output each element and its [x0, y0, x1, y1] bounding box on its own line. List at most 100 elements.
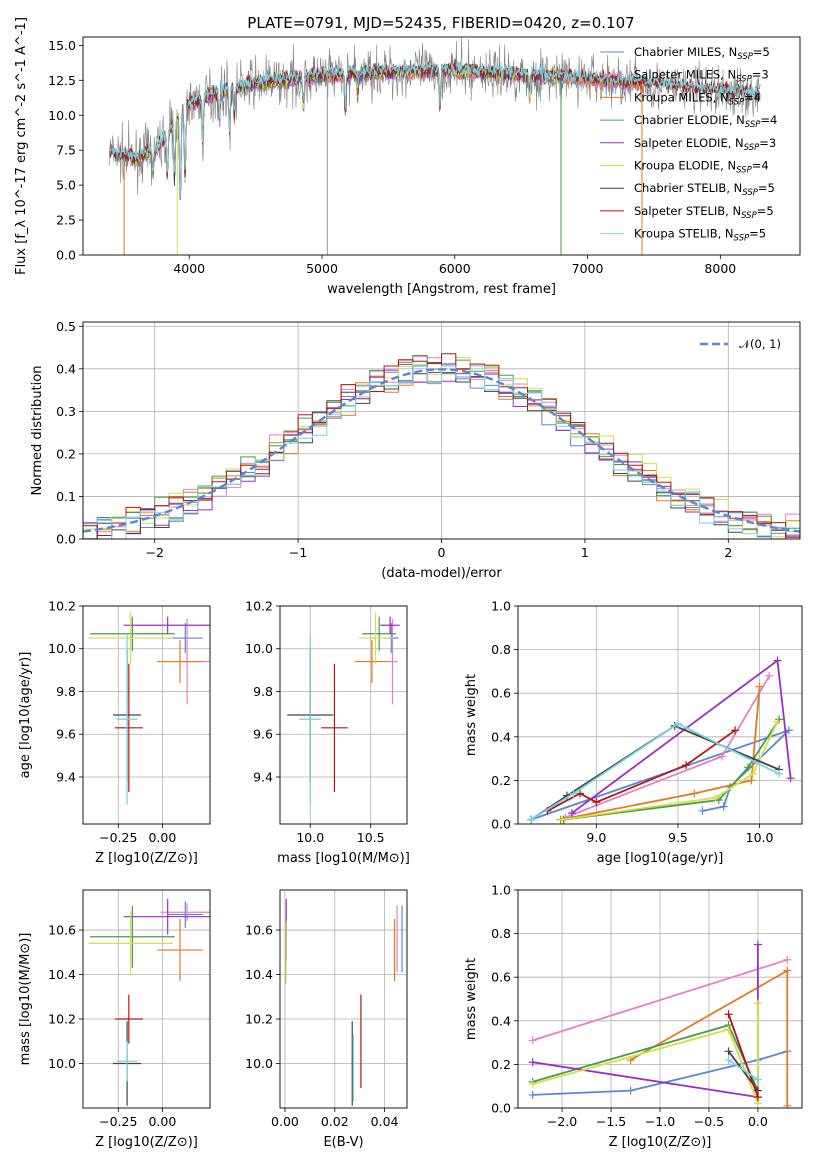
- tick-label-y: 9.8: [253, 684, 273, 699]
- weight-point-marker: [784, 726, 793, 735]
- tick-label-x: 0.00: [148, 1114, 176, 1129]
- tick-label-y: 10.6: [245, 923, 273, 938]
- weight-point-marker: [724, 1056, 733, 1065]
- tick-label-y: 5.0: [56, 178, 76, 193]
- weight-point-marker: [718, 752, 727, 761]
- weight-point-marker: [673, 719, 682, 728]
- weight-point-marker: [567, 809, 576, 818]
- legend-entry: Salpeter MILES, NSSP=3: [634, 68, 769, 85]
- tick-label-x: 0.00: [148, 830, 176, 845]
- tick-label-y: 0.1: [56, 489, 76, 504]
- tick-label-y: 0.0: [56, 248, 76, 263]
- tick-label-x: −0.25: [99, 1114, 137, 1129]
- tick-label-x: 2: [724, 545, 732, 560]
- model-spectrum-line: [130, 62, 643, 198]
- plot-area: [88, 612, 210, 805]
- legend-value: =4: [744, 90, 761, 104]
- x-axis-label: wavelength [Angstrom, rest frame]: [327, 282, 556, 297]
- tick-label-y: 10.0: [245, 1056, 273, 1071]
- weight-point-marker: [569, 789, 578, 798]
- weight-series-line: [563, 718, 780, 821]
- x-axis-label: mass [log10(M/M⊙)]: [277, 851, 410, 866]
- legend-entry: Kroupa STELIB, NSSP=5: [634, 227, 766, 244]
- tick-label-y: 9.6: [56, 727, 76, 742]
- weight-point-marker: [755, 682, 764, 691]
- panel-age-vs-mass: 10.0 10.5 9.4 9.6 9.8 10.0 10.2 mass [log10(M/M…: [245, 599, 410, 867]
- tick-label-y: 9.4: [56, 769, 76, 784]
- weight-series-line: [532, 1024, 759, 1091]
- tick-label-y: 7.5: [56, 143, 76, 158]
- weight-point-marker: [786, 774, 795, 783]
- axes-frame: [517, 605, 803, 825]
- legend-subscript: SSP: [741, 211, 757, 221]
- axes-frame: [279, 889, 408, 1109]
- tick-label-y: 1.0: [491, 883, 511, 898]
- tick-label-y: 0.0: [491, 1101, 511, 1116]
- tick-label-y: 10.0: [48, 108, 76, 123]
- weight-point-marker: [753, 1075, 762, 1084]
- observed-spectrum-line: [109, 37, 761, 196]
- panel-weight-vs-Z: −2.0 −1.5 −1.0 −0.5 0.0 0.0 0.2 0.4 0.6 0.8 1.0 Z […: [464, 883, 803, 1150]
- tick-label-y: 9.8: [56, 684, 76, 699]
- plot-area: [528, 940, 792, 1108]
- tick-label-x: 10.0: [296, 830, 324, 845]
- weight-point-marker: [775, 769, 784, 778]
- tick-label-x: 9.5: [668, 830, 688, 845]
- weight-series-line: [561, 721, 779, 821]
- plot-area: [88, 898, 210, 1106]
- tick-label-y: 15.0: [48, 38, 76, 53]
- x-axis-label: E(B-V): [323, 1135, 363, 1150]
- tick-label-x: 9.0: [586, 830, 606, 845]
- legend-entry: 𝒩(0, 1): [739, 337, 781, 351]
- tick-label-y: 0.5: [56, 319, 76, 334]
- axes-frame: [82, 605, 211, 825]
- weight-series-line: [560, 686, 761, 821]
- tick-label-y: 0.2: [491, 773, 511, 788]
- weight-point-marker: [711, 793, 720, 802]
- weight-point-marker: [528, 1036, 537, 1045]
- tick-label-y: 1.0: [491, 599, 511, 614]
- legend-entry: Kroupa MILES, NSSP=4: [634, 90, 761, 107]
- legend-subscript: SSP: [736, 166, 752, 176]
- legend-entry: Chabrier ELODIE, NSSP=4: [634, 113, 777, 130]
- chart-panels: 4000 5000 6000 7000 80000.02.55.07.510.012.5…: [14, 17, 803, 1150]
- legend-entry: Salpeter ELODIE, NSSP=3: [634, 136, 776, 153]
- tick-label-y: 10.0: [48, 1056, 76, 1071]
- y-axis-label: Flux [f_λ 10^-17 erg cm^-2 s^-1 A^-1]: [14, 17, 29, 275]
- legend-entry: Chabrier STELIB, NSSP=5: [634, 181, 775, 198]
- panel-weight-vs-age: 9.0 9.5 10.0 0.0 0.2 0.4 0.6 0.8 1.0 age [log10(a…: [464, 599, 803, 866]
- tick-label-y: 0.4: [491, 729, 511, 744]
- legend-value: =5: [757, 204, 774, 218]
- model-spectrum-line: [130, 64, 643, 200]
- tick-label-y: 0.3: [56, 404, 76, 419]
- weight-point-marker: [783, 966, 792, 975]
- weight-series-line: [727, 1013, 759, 1098]
- weight-series-line: [532, 958, 788, 1042]
- panel-age-vs-Z: −0.25 0.00 9.4 9.6 9.8 10.0 10.2 Z [log10(Z/Z⊙)…: [18, 599, 211, 866]
- tick-label-y: 0.0: [491, 817, 511, 832]
- weight-point-marker: [731, 726, 740, 735]
- axes-frame: [279, 605, 408, 825]
- legend-subscript: SSP: [734, 234, 750, 244]
- panel-mass-vs-Z: −0.25 0.00 10.0 10.2 10.4 10.6 Z [log10(Z/Z⊙)]…: [18, 889, 211, 1150]
- tick-label-x: 6000: [439, 261, 471, 276]
- tick-label-y: 10.6: [48, 923, 76, 938]
- weight-series-line: [530, 722, 780, 821]
- tick-label-x: −1.5: [596, 1114, 626, 1129]
- tick-label-x: 4000: [173, 261, 205, 276]
- tick-label-x: −2.0: [547, 1114, 577, 1129]
- weight-point-marker: [744, 763, 753, 772]
- weight-point-marker: [749, 769, 758, 778]
- x-axis-label: (data-model)/error: [381, 566, 502, 581]
- weight-point-marker: [626, 1086, 635, 1095]
- legend-text: Chabrier ELODIE, N: [634, 113, 745, 127]
- legend-entry: Salpeter STELIB, NSSP=5: [634, 204, 774, 221]
- plot-area: [83, 353, 800, 539]
- legend-text: Salpeter MILES, N: [634, 68, 736, 82]
- plot-area: [527, 656, 795, 824]
- legend-text: Kroupa MILES, N: [634, 90, 729, 104]
- legend-text: Kroupa ELODIE, N: [634, 159, 736, 173]
- legend-value: =5: [753, 45, 770, 59]
- tick-label-y: 2.5: [56, 213, 76, 228]
